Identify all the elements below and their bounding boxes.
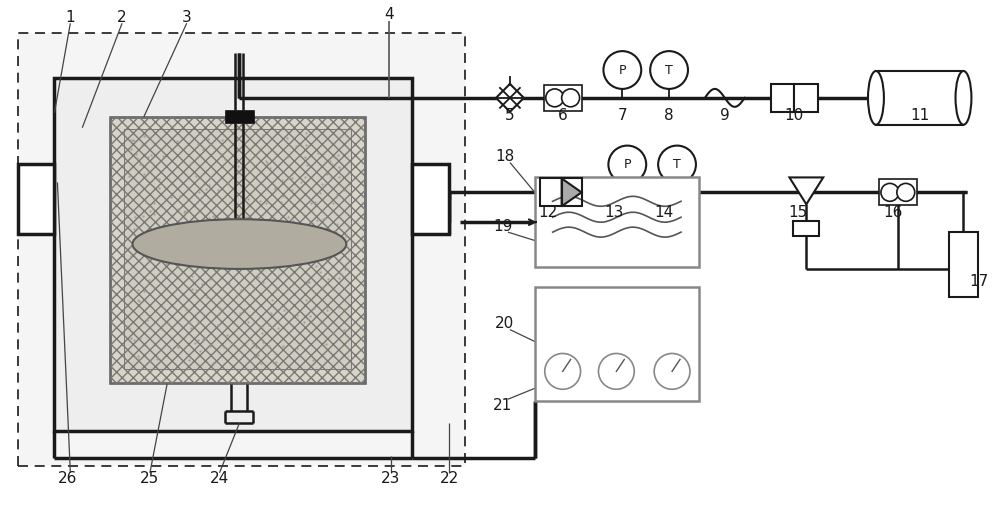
Text: 8: 8 xyxy=(664,108,674,123)
Text: T: T xyxy=(673,158,681,171)
Text: 16: 16 xyxy=(883,205,903,220)
Ellipse shape xyxy=(133,219,346,269)
Text: P: P xyxy=(624,158,631,171)
Bar xyxy=(535,287,699,401)
Bar xyxy=(54,78,412,431)
Text: 20: 20 xyxy=(495,316,515,331)
Bar xyxy=(793,221,819,236)
Text: 14: 14 xyxy=(654,205,674,220)
Ellipse shape xyxy=(868,71,884,125)
Circle shape xyxy=(658,145,696,183)
Text: 26: 26 xyxy=(58,471,77,486)
Text: P: P xyxy=(619,63,626,76)
Text: 10: 10 xyxy=(785,108,804,123)
Bar xyxy=(110,117,365,383)
Text: 4: 4 xyxy=(384,7,393,22)
Circle shape xyxy=(562,89,580,107)
Polygon shape xyxy=(496,84,524,112)
Text: 13: 13 xyxy=(605,205,624,220)
Bar xyxy=(412,164,449,234)
Text: 12: 12 xyxy=(538,205,557,220)
Text: 7: 7 xyxy=(618,108,627,123)
Polygon shape xyxy=(789,178,823,204)
Circle shape xyxy=(598,353,634,389)
Circle shape xyxy=(654,353,690,389)
Text: 19: 19 xyxy=(493,219,513,233)
Bar xyxy=(18,33,465,466)
Text: T: T xyxy=(665,63,673,76)
Bar xyxy=(949,232,978,297)
Text: 24: 24 xyxy=(210,471,229,486)
Bar xyxy=(771,84,794,112)
Bar xyxy=(225,110,254,123)
Circle shape xyxy=(545,353,581,389)
Text: 18: 18 xyxy=(495,149,515,164)
Text: 17: 17 xyxy=(970,274,989,289)
Circle shape xyxy=(608,145,646,183)
Bar xyxy=(544,85,582,111)
Text: 9: 9 xyxy=(720,108,730,123)
Text: 25: 25 xyxy=(140,471,160,486)
Bar xyxy=(535,178,699,267)
Bar xyxy=(794,84,818,112)
Text: 5: 5 xyxy=(505,108,515,123)
Text: 22: 22 xyxy=(440,471,459,486)
Bar xyxy=(540,178,562,206)
Circle shape xyxy=(897,183,915,201)
Bar xyxy=(879,179,917,205)
Bar xyxy=(18,164,54,234)
Text: 1: 1 xyxy=(66,10,75,25)
Circle shape xyxy=(881,183,899,201)
Text: 23: 23 xyxy=(381,471,400,486)
Circle shape xyxy=(603,51,641,89)
Bar xyxy=(562,178,582,206)
Polygon shape xyxy=(562,178,582,206)
Bar xyxy=(876,71,963,125)
Text: 3: 3 xyxy=(182,10,192,25)
Text: 15: 15 xyxy=(789,205,808,220)
Circle shape xyxy=(546,89,564,107)
Bar xyxy=(110,117,365,383)
Ellipse shape xyxy=(956,71,971,125)
Circle shape xyxy=(650,51,688,89)
Text: 2: 2 xyxy=(117,10,127,25)
Text: 21: 21 xyxy=(493,398,513,413)
Text: 6: 6 xyxy=(558,108,568,123)
Bar xyxy=(124,129,351,369)
Text: 11: 11 xyxy=(910,108,929,123)
